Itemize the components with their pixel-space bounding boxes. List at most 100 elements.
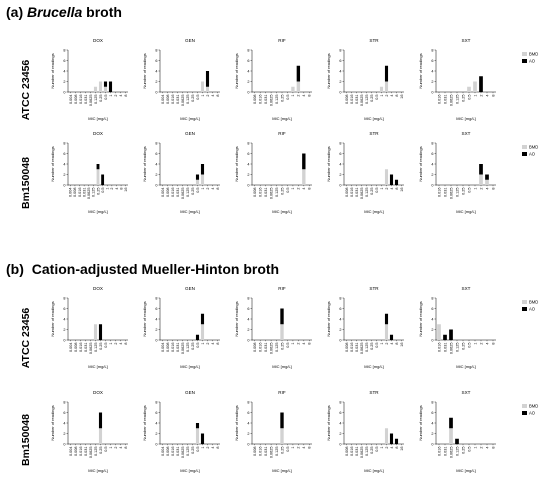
x-tick-label: 0.125 (94, 343, 98, 353)
x-tick-label: 2 (297, 188, 301, 190)
y-tick-label: 6 (339, 59, 341, 63)
x-tick-label: 0.0625 (360, 95, 364, 107)
x-tick-label: 0.5 (467, 447, 471, 452)
bar-ao (200, 313, 205, 325)
x-tick-label: 0.016 (171, 95, 175, 105)
x-axis-label: MIC [mg/L] (364, 364, 384, 369)
x-tick-label: 0.5 (196, 95, 200, 100)
y-tick-label: 8 (339, 48, 341, 52)
x-tick-label: 0.016 (350, 188, 354, 198)
x-tick-label: 0.0625 (269, 188, 273, 200)
x-tick-label: 0.016 (437, 188, 441, 198)
y-tick-label: 8 (247, 400, 249, 404)
x-tick-label: 2 (479, 343, 483, 345)
y-tick-label: 0 (155, 338, 157, 342)
x-tick-label: 0.008 (166, 447, 170, 457)
x-tick-label: 0.031 (355, 447, 359, 457)
x-tick-label: 2 (206, 343, 210, 345)
bar-ao (103, 81, 108, 87)
y-tick-label: 4 (431, 162, 433, 166)
y-tick-label: 4 (339, 69, 341, 73)
x-tick-label: 16 (400, 343, 404, 347)
x-tick-label: 8 (308, 447, 312, 449)
chart-title: SXT (462, 131, 471, 136)
y-tick-label: 8 (431, 296, 433, 300)
x-tick-label: 0.031 (84, 95, 88, 105)
y-tick-label: 8 (63, 48, 65, 52)
x-tick-label: 0.008 (253, 343, 257, 353)
y-axis-label: Number of readings (50, 53, 55, 88)
y-tick-label: 2 (339, 80, 341, 84)
x-tick-label: 0.008 (345, 188, 349, 198)
y-tick-label: 6 (247, 411, 249, 415)
bar-bmd (473, 81, 477, 92)
bar-ao (389, 334, 394, 340)
x-tick-label: 0.5 (104, 447, 108, 452)
x-tick-label: 16 (400, 95, 404, 99)
x-tick-label: 4 (302, 95, 306, 97)
x-tick-label: 0.016 (437, 95, 441, 105)
chart-title: GEN (185, 131, 195, 136)
x-tick-label: 0.5 (467, 343, 471, 348)
x-tick-label: 0.25 (370, 343, 374, 350)
y-tick-label: 6 (63, 152, 65, 156)
x-tick-label: 4 (211, 95, 215, 97)
x-tick-label: 0.5 (196, 447, 200, 452)
x-tick-label: 0.016 (79, 447, 83, 457)
y-tick-label: 6 (247, 152, 249, 156)
x-tick-label: 0.25 (191, 95, 195, 102)
x-tick-label: 4 (211, 447, 215, 449)
x-tick-label: 8 (491, 343, 495, 345)
x-tick-label: 0.25 (99, 95, 103, 102)
x-tick-label: 0.25 (461, 188, 465, 195)
bar-bmd (280, 428, 284, 444)
x-tick-label: 0.031 (355, 95, 359, 105)
y-tick-label: 8 (431, 400, 433, 404)
x-tick-label: 8 (308, 188, 312, 190)
x-tick-label: 0.125 (275, 188, 279, 198)
chart-title: STR (369, 390, 379, 395)
section-a-heading: (a) Brucella broth (6, 4, 122, 20)
x-tick-label: 0.0625 (449, 95, 453, 107)
x-tick-label: 0.25 (280, 343, 284, 350)
y-tick-label: 4 (247, 317, 249, 321)
x-tick-label: 2 (479, 188, 483, 190)
y-tick-label: 8 (339, 296, 341, 300)
bar-bmd (302, 169, 306, 185)
y-tick-label: 2 (339, 432, 341, 436)
x-tick-label: 0.031 (443, 188, 447, 198)
bar-ao (108, 81, 113, 92)
y-tick-label: 0 (339, 442, 341, 446)
bar-ao (389, 174, 394, 185)
x-tick-label: 0.125 (365, 95, 369, 105)
y-axis-label: Number of readings (326, 146, 331, 181)
y-tick-label: 4 (339, 317, 341, 321)
y-tick-label: 2 (247, 80, 249, 84)
x-tick-label: 8 (308, 343, 312, 345)
x-tick-label: 0.0625 (87, 188, 91, 200)
legend-label-ao: AO (529, 152, 536, 157)
x-tick-label: 4 (390, 343, 394, 345)
bar-ao (200, 433, 205, 444)
legend-label-bmd: BMD (529, 404, 538, 409)
y-axis-label: Number of readings (326, 53, 331, 88)
x-axis-label: MIC [mg/L] (456, 116, 476, 121)
x-axis-label: MIC [mg/L] (180, 468, 200, 473)
x-tick-label: 0.5 (467, 188, 471, 193)
x-tick-label: 8 (124, 343, 128, 345)
x-tick-label: 2 (297, 343, 301, 345)
y-tick-label: 0 (63, 442, 65, 446)
bar-ao (195, 174, 200, 180)
x-tick-label: 1 (380, 188, 384, 190)
y-axis-label: Number of readings (418, 146, 423, 181)
x-tick-label: 1 (473, 447, 477, 449)
y-tick-label: 6 (431, 307, 433, 311)
legend-swatch-bmd (522, 145, 527, 149)
y-tick-label: 2 (431, 432, 433, 436)
y-tick-label: 4 (339, 162, 341, 166)
bar-bmd (291, 86, 295, 92)
y-axis-label: Number of readings (234, 146, 239, 181)
x-tick-label: 1 (201, 95, 205, 97)
x-tick-label: 0.125 (365, 188, 369, 198)
